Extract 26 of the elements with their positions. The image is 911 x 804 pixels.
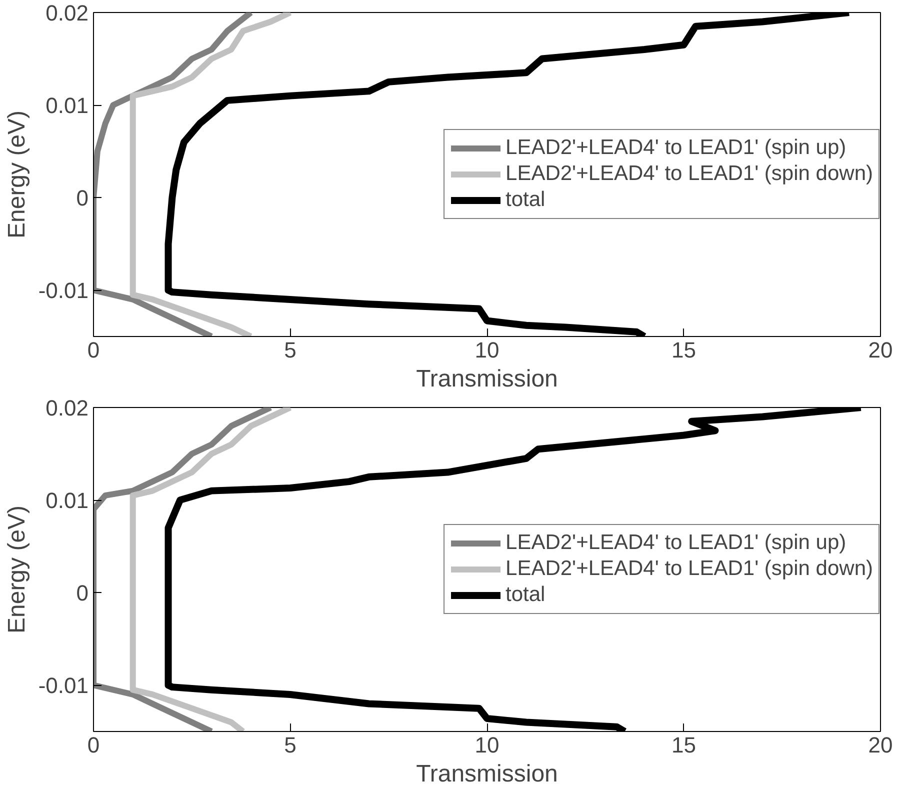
y-tick-label: 0.02 xyxy=(46,0,89,26)
x-tick-label: 15 xyxy=(672,338,696,362)
legend-label: LEAD2'+LEAD4' to LEAD1' (spin down) xyxy=(506,162,873,186)
y-tick-label: 0.02 xyxy=(46,396,89,420)
y-tick-label: -0.01 xyxy=(38,673,89,698)
x-tick-label: 5 xyxy=(284,732,296,758)
y-tick-label: 0 xyxy=(76,186,89,211)
x-tick-label: 20 xyxy=(868,732,893,758)
x-tick-label: 10 xyxy=(474,338,500,362)
legend-label: total xyxy=(506,583,546,607)
y-tick-label: -0.01 xyxy=(38,278,89,304)
x-axis-title: Transmission xyxy=(416,366,558,392)
y-tick-label: 0.01 xyxy=(46,488,89,514)
legend-label: total xyxy=(506,188,546,212)
x-tick-label: 20 xyxy=(868,338,893,362)
y-tick-label: 0.01 xyxy=(46,93,89,118)
y-axis-title: Energy (eV) xyxy=(3,110,30,239)
x-tick-label: 15 xyxy=(672,732,696,758)
legend-label: LEAD2'+LEAD4' to LEAD1' (spin down) xyxy=(506,557,873,581)
y-axis-title: Energy (eV) xyxy=(3,505,30,634)
legend-label: LEAD2'+LEAD4' to LEAD1' (spin up) xyxy=(506,531,846,555)
x-tick-label: 10 xyxy=(474,732,500,758)
y-tick-label: 0 xyxy=(76,580,89,606)
legend-label: LEAD2'+LEAD4' to LEAD1' (spin up) xyxy=(506,136,846,160)
x-tick-label: 5 xyxy=(284,338,296,362)
x-axis-title: Transmission xyxy=(416,760,558,788)
